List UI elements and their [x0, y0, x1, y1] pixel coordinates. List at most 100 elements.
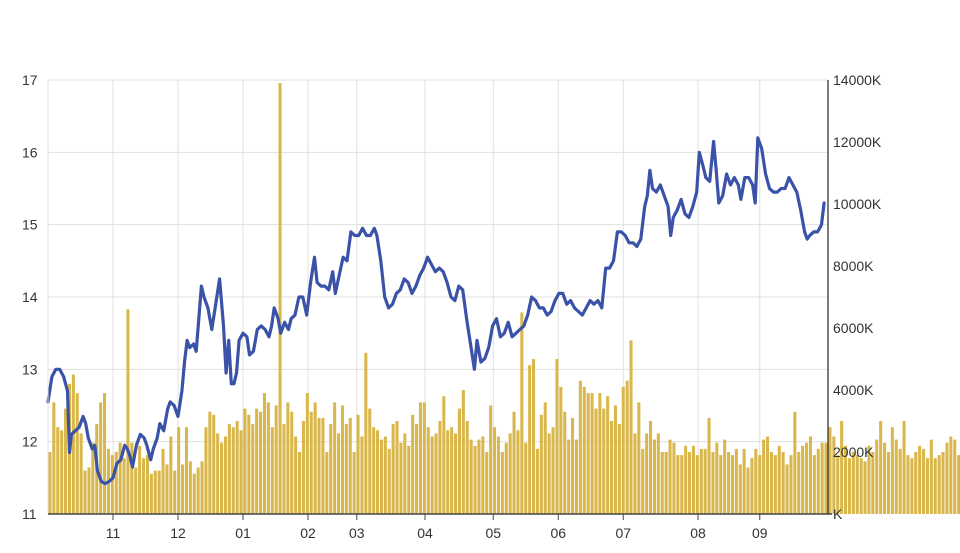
volume-bar	[699, 448, 703, 514]
volume-bar	[617, 424, 621, 514]
volume-bar	[103, 393, 107, 514]
volume-bar	[118, 442, 122, 514]
x-axis-tick-label: 02	[300, 525, 316, 541]
volume-bar	[883, 442, 887, 514]
left-axis-tick-labels: 11 12 13 14 15 16 17	[22, 72, 38, 522]
volume-bar	[894, 439, 898, 514]
volume-bar	[777, 445, 781, 514]
volume-bar	[925, 458, 929, 514]
volume-bar	[847, 458, 851, 514]
volume-bar	[262, 393, 266, 514]
right-axis-tick-label: 10000K	[833, 196, 882, 212]
volume-bar	[695, 455, 699, 514]
left-axis-tick-label: 11	[22, 506, 37, 522]
volume-bar	[489, 405, 493, 514]
volume-bar	[481, 436, 485, 514]
volume-bar	[524, 442, 528, 514]
volume-bar	[415, 424, 419, 514]
volume-bar	[243, 408, 247, 514]
volume-bar	[766, 436, 770, 514]
volume-bar	[329, 424, 333, 514]
volume-bar	[48, 452, 52, 514]
volume-bar	[220, 442, 224, 514]
volume-bar	[313, 402, 317, 514]
volume-bar	[886, 452, 890, 514]
volume-bar	[83, 470, 87, 514]
volume-bar	[571, 417, 575, 514]
volume-bar	[169, 436, 173, 514]
volume-bar	[75, 393, 79, 514]
x-axis-tick-label: 03	[349, 525, 365, 541]
volume-bar	[933, 458, 937, 514]
volume-bar	[727, 452, 731, 514]
volume-bar	[660, 452, 664, 514]
volume-bar	[851, 452, 855, 514]
volume-bar	[418, 402, 422, 514]
volume-bar	[582, 386, 586, 514]
volume-bar	[212, 414, 216, 514]
volume-bar	[200, 461, 204, 514]
volume-bar	[348, 417, 352, 514]
volume-bar	[461, 390, 465, 514]
x-axis-tick-label: 01	[235, 525, 251, 541]
volume-bar	[321, 417, 325, 514]
volume-bar	[520, 312, 524, 514]
x-axis-tick-label: 05	[486, 525, 502, 541]
volume-bar	[383, 436, 387, 514]
right-axis-tick-label: K	[833, 506, 843, 522]
volume-bar	[496, 436, 500, 514]
volume-bar	[676, 455, 680, 514]
volume-bar	[231, 427, 235, 514]
volume-bar	[957, 455, 960, 514]
x-axis-tick-labels: 11 12 01 02 03 04 05 06 07 08 09	[106, 525, 768, 541]
volume-bar	[290, 411, 294, 514]
volume-bars	[48, 83, 960, 514]
volume-bar	[688, 452, 692, 514]
volume-bar	[539, 414, 543, 514]
volume-bar	[196, 467, 200, 514]
volume-bar	[559, 386, 563, 514]
volume-bar	[508, 433, 512, 514]
volume-bar	[715, 442, 719, 514]
volume-bar	[535, 448, 539, 514]
volume-bar	[270, 427, 274, 514]
volume-bar	[387, 448, 391, 514]
volume-bar	[372, 427, 376, 514]
volume-bar	[563, 411, 567, 514]
volume-bar	[668, 439, 672, 514]
volume-bar	[145, 455, 149, 514]
volume-bar	[344, 424, 348, 514]
volume-bar	[438, 421, 442, 514]
volume-bar	[528, 365, 532, 514]
volume-bar	[516, 430, 520, 514]
volume-bar	[426, 427, 430, 514]
left-axis-tick-label: 13	[22, 361, 38, 377]
volume-bar	[422, 402, 426, 514]
volume-bar	[652, 439, 656, 514]
volume-bar	[812, 455, 816, 514]
chart-axes	[47, 80, 832, 520]
volume-bar	[606, 396, 610, 514]
volume-bar	[828, 427, 832, 514]
volume-bar	[785, 464, 789, 514]
volume-bar	[578, 380, 582, 514]
volume-bar	[532, 359, 536, 514]
x-axis-tick-label: 07	[616, 525, 632, 541]
volume-bar	[945, 442, 949, 514]
volume-bar	[871, 452, 875, 514]
volume-bar	[953, 439, 957, 514]
volume-bar	[56, 427, 60, 514]
volume-bar	[337, 433, 341, 514]
volume-bar	[703, 448, 707, 514]
volume-bar	[801, 445, 805, 514]
left-axis-tick-label: 16	[22, 144, 38, 160]
volume-bar	[949, 436, 953, 514]
volume-bar	[730, 455, 734, 514]
volume-bar	[434, 433, 438, 514]
volume-bar	[134, 467, 138, 514]
volume-bar	[742, 448, 746, 514]
volume-bar	[621, 386, 625, 514]
volume-bar	[769, 452, 773, 514]
volume-bar	[875, 439, 879, 514]
volume-bar	[598, 393, 602, 514]
